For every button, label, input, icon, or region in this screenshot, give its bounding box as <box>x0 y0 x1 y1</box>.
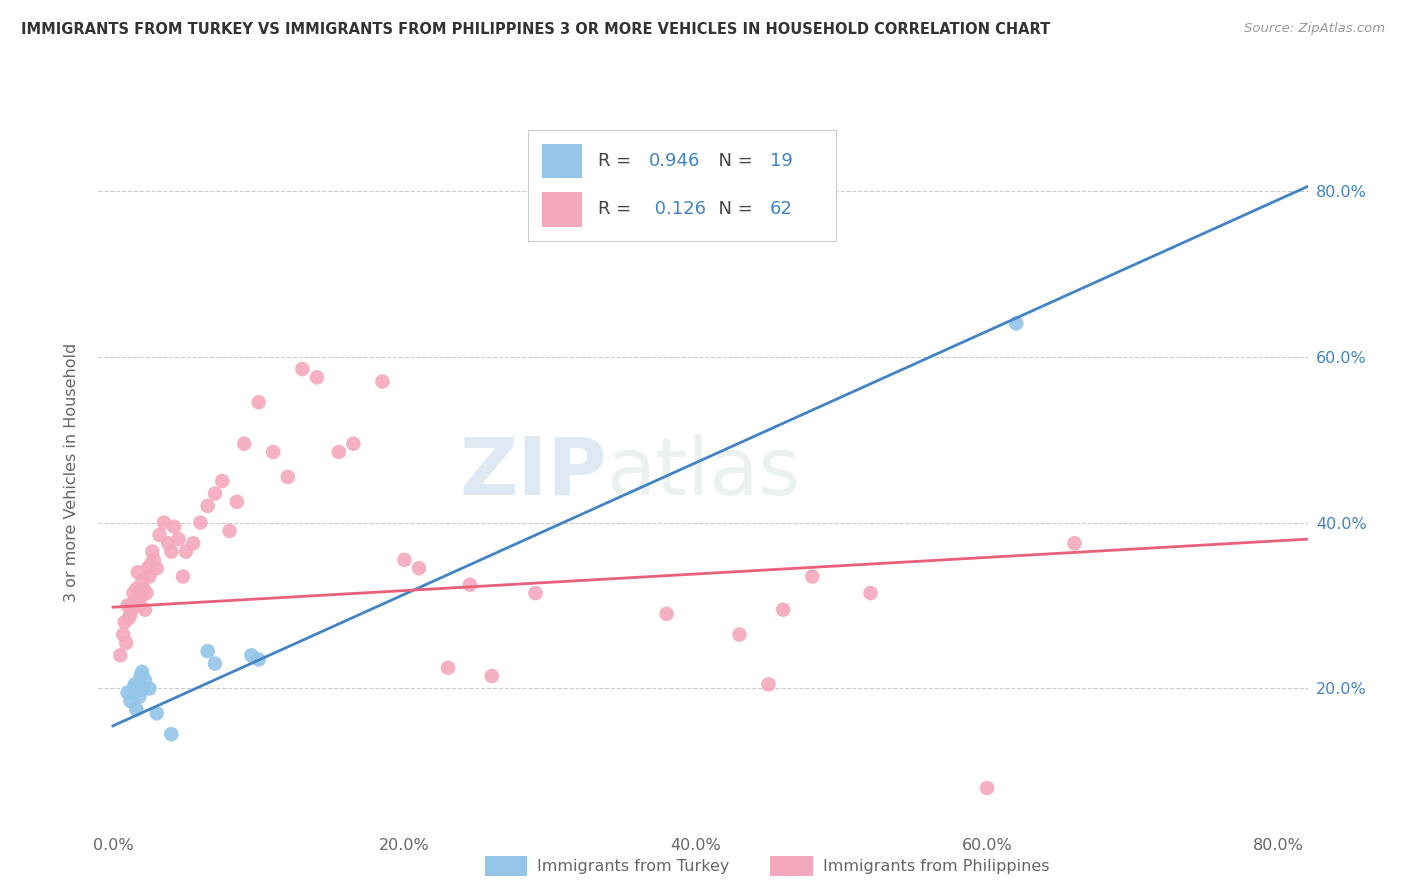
Text: 62: 62 <box>769 201 793 219</box>
Text: N =: N = <box>707 152 758 169</box>
Y-axis label: 3 or more Vehicles in Household: 3 or more Vehicles in Household <box>65 343 79 602</box>
Point <box>160 727 183 741</box>
Bar <box>543 193 582 227</box>
Point <box>114 615 136 629</box>
Point <box>408 561 430 575</box>
Point <box>728 627 751 641</box>
Point <box>277 470 299 484</box>
Point <box>142 553 165 567</box>
Point <box>758 677 780 691</box>
Point <box>122 681 145 696</box>
Point <box>328 445 350 459</box>
Point <box>163 519 186 533</box>
Point <box>157 536 180 550</box>
Point <box>305 370 328 384</box>
Point <box>121 599 143 613</box>
Point <box>128 690 150 704</box>
Point <box>132 681 155 696</box>
Point <box>120 607 142 621</box>
Point <box>112 627 135 641</box>
Point <box>240 648 263 663</box>
Text: R =: R = <box>598 152 637 169</box>
Point <box>190 516 212 530</box>
Point <box>117 599 139 613</box>
Point <box>859 586 882 600</box>
Point <box>134 602 156 616</box>
Point <box>135 586 157 600</box>
Point <box>225 495 247 509</box>
FancyBboxPatch shape <box>527 130 837 241</box>
Point <box>138 569 160 583</box>
Text: atlas: atlas <box>606 434 800 512</box>
Point <box>127 681 149 696</box>
Point <box>801 569 824 583</box>
Point <box>134 673 156 688</box>
Point <box>181 536 204 550</box>
Point <box>110 648 132 663</box>
Point <box>120 694 142 708</box>
Text: IMMIGRANTS FROM TURKEY VS IMMIGRANTS FROM PHILIPPINES 3 OR MORE VEHICLES IN HOUS: IMMIGRANTS FROM TURKEY VS IMMIGRANTS FRO… <box>21 22 1050 37</box>
Point <box>247 395 270 409</box>
Point <box>122 586 145 600</box>
Point <box>132 582 155 596</box>
Point <box>149 528 172 542</box>
Point <box>1005 317 1028 331</box>
Point <box>136 561 159 575</box>
Point <box>204 486 226 500</box>
Point <box>131 574 153 588</box>
Point <box>247 652 270 666</box>
Point <box>772 602 794 616</box>
Point <box>218 524 240 538</box>
Point <box>145 561 167 575</box>
Point <box>458 578 481 592</box>
Point <box>124 677 146 691</box>
Point <box>167 532 190 546</box>
Point <box>371 375 394 389</box>
Text: ZIP: ZIP <box>458 434 606 512</box>
Point <box>117 686 139 700</box>
Point <box>437 661 460 675</box>
Point <box>125 582 148 596</box>
Bar <box>543 144 582 178</box>
Text: 0.946: 0.946 <box>648 152 700 169</box>
Point <box>197 499 219 513</box>
Point <box>127 566 149 580</box>
Point <box>129 591 152 605</box>
Point <box>115 636 138 650</box>
Point <box>262 445 284 459</box>
Point <box>131 665 153 679</box>
Point <box>141 544 163 558</box>
Point <box>139 557 162 571</box>
Point <box>124 594 146 608</box>
Point <box>976 780 998 795</box>
Point <box>197 644 219 658</box>
Point <box>145 706 167 721</box>
Point <box>233 436 256 450</box>
Point <box>481 669 503 683</box>
Point <box>160 544 183 558</box>
Point <box>394 553 416 567</box>
Text: Source: ZipAtlas.com: Source: ZipAtlas.com <box>1244 22 1385 36</box>
Point <box>655 607 678 621</box>
Point <box>128 599 150 613</box>
Point <box>125 702 148 716</box>
Text: 19: 19 <box>769 152 793 169</box>
Point <box>174 544 197 558</box>
Text: N =: N = <box>707 201 758 219</box>
Text: Immigrants from Philippines: Immigrants from Philippines <box>823 859 1049 873</box>
Point <box>172 569 194 583</box>
Point <box>1063 536 1085 550</box>
Text: 0.126: 0.126 <box>648 201 706 219</box>
Point <box>211 474 233 488</box>
Point <box>204 657 226 671</box>
Point <box>524 586 547 600</box>
Text: R =: R = <box>598 201 637 219</box>
Point <box>153 516 176 530</box>
Text: Immigrants from Turkey: Immigrants from Turkey <box>537 859 730 873</box>
Point <box>118 611 141 625</box>
Point <box>129 669 152 683</box>
Point <box>342 436 364 450</box>
Point <box>291 362 314 376</box>
Point <box>138 681 160 696</box>
